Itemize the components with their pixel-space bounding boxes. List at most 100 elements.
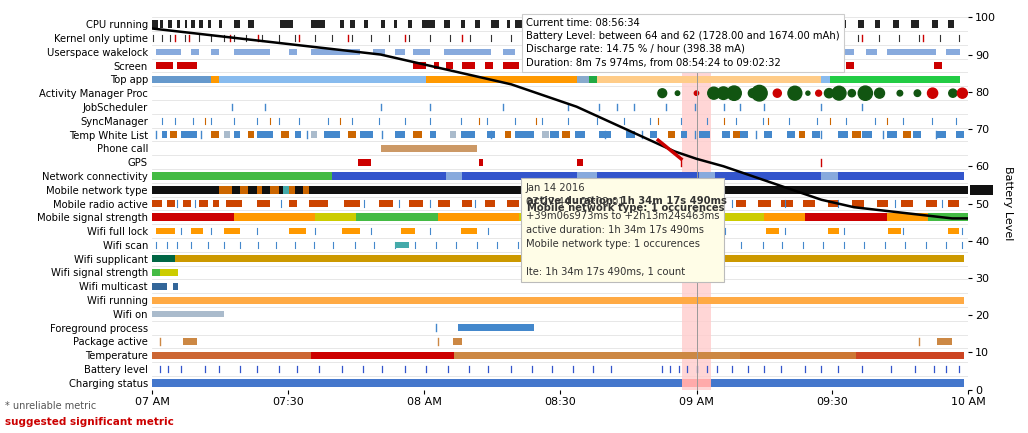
Bar xyxy=(830,76,960,83)
Bar xyxy=(519,213,560,221)
Bar xyxy=(224,132,229,138)
Bar xyxy=(169,20,172,28)
Bar xyxy=(736,200,746,207)
Bar xyxy=(805,213,846,221)
Bar xyxy=(380,145,477,152)
Bar xyxy=(152,379,964,387)
Bar xyxy=(396,132,405,138)
Bar xyxy=(946,48,960,55)
Bar xyxy=(652,200,662,207)
Bar xyxy=(838,132,847,138)
Bar xyxy=(175,255,964,262)
Bar xyxy=(308,200,328,207)
Bar xyxy=(409,200,424,207)
Bar xyxy=(691,20,695,28)
Text: suggested significant metric: suggested significant metric xyxy=(5,417,174,427)
Bar xyxy=(740,352,855,359)
Bar xyxy=(682,132,687,138)
Bar xyxy=(152,76,211,83)
Bar xyxy=(948,20,954,28)
Bar xyxy=(867,48,877,55)
Bar xyxy=(758,200,771,207)
Bar xyxy=(646,20,650,28)
Bar xyxy=(438,200,450,207)
Bar xyxy=(575,132,585,138)
Text: * unreliable metric: * unreliable metric xyxy=(5,401,97,411)
Bar xyxy=(562,132,571,138)
Bar xyxy=(444,20,450,28)
Bar xyxy=(430,132,436,138)
Bar xyxy=(461,228,477,234)
Bar xyxy=(348,132,357,138)
Bar xyxy=(784,20,788,28)
Bar xyxy=(903,132,911,138)
Point xyxy=(891,90,908,97)
Bar xyxy=(177,62,197,69)
Bar xyxy=(311,20,325,28)
Bar xyxy=(225,200,242,207)
Bar xyxy=(812,132,819,138)
Bar xyxy=(233,48,270,55)
Bar xyxy=(274,213,316,221)
Bar xyxy=(181,132,197,138)
Bar xyxy=(454,352,560,359)
Bar xyxy=(589,76,597,83)
Bar xyxy=(458,324,535,331)
Bar xyxy=(707,48,748,55)
Bar xyxy=(295,132,301,138)
Bar xyxy=(491,20,499,28)
Bar xyxy=(289,48,297,55)
Bar xyxy=(214,200,219,207)
Bar xyxy=(948,200,958,207)
Point xyxy=(654,90,670,97)
Bar xyxy=(358,158,371,165)
Bar xyxy=(650,132,657,138)
Bar xyxy=(799,132,805,138)
Point xyxy=(744,90,761,97)
Bar xyxy=(413,62,426,69)
Bar xyxy=(887,132,896,138)
Bar xyxy=(241,186,249,194)
Bar xyxy=(626,132,635,138)
Point xyxy=(689,90,705,97)
Bar xyxy=(585,20,595,28)
Bar xyxy=(724,213,765,221)
Bar xyxy=(771,20,774,28)
Bar xyxy=(156,48,181,55)
Point xyxy=(810,90,827,97)
Bar xyxy=(183,200,191,207)
Bar xyxy=(515,132,535,138)
Bar xyxy=(249,132,254,138)
Bar xyxy=(191,228,203,234)
Bar xyxy=(257,132,273,138)
Y-axis label: Battery Level: Battery Level xyxy=(1003,166,1013,241)
Point xyxy=(715,90,732,97)
Bar xyxy=(311,48,360,55)
Bar xyxy=(691,62,695,69)
Bar xyxy=(626,20,633,28)
Bar xyxy=(408,20,411,28)
Bar xyxy=(608,20,616,28)
Bar xyxy=(444,48,491,55)
Bar xyxy=(629,200,640,207)
Bar xyxy=(787,132,796,138)
Bar xyxy=(858,20,864,28)
Bar xyxy=(505,132,511,138)
Bar xyxy=(152,213,193,221)
Point xyxy=(786,90,803,97)
Bar xyxy=(461,132,475,138)
Bar xyxy=(685,62,687,69)
Bar xyxy=(281,132,289,138)
Bar xyxy=(152,255,175,262)
Bar xyxy=(152,186,968,194)
Bar xyxy=(761,62,763,69)
Bar xyxy=(452,338,463,345)
Bar xyxy=(527,48,593,55)
Bar xyxy=(821,172,838,180)
Bar xyxy=(948,228,958,234)
Bar xyxy=(350,20,355,28)
Bar xyxy=(782,48,797,55)
Bar xyxy=(152,352,311,359)
Bar xyxy=(152,20,158,28)
Bar xyxy=(911,20,919,28)
